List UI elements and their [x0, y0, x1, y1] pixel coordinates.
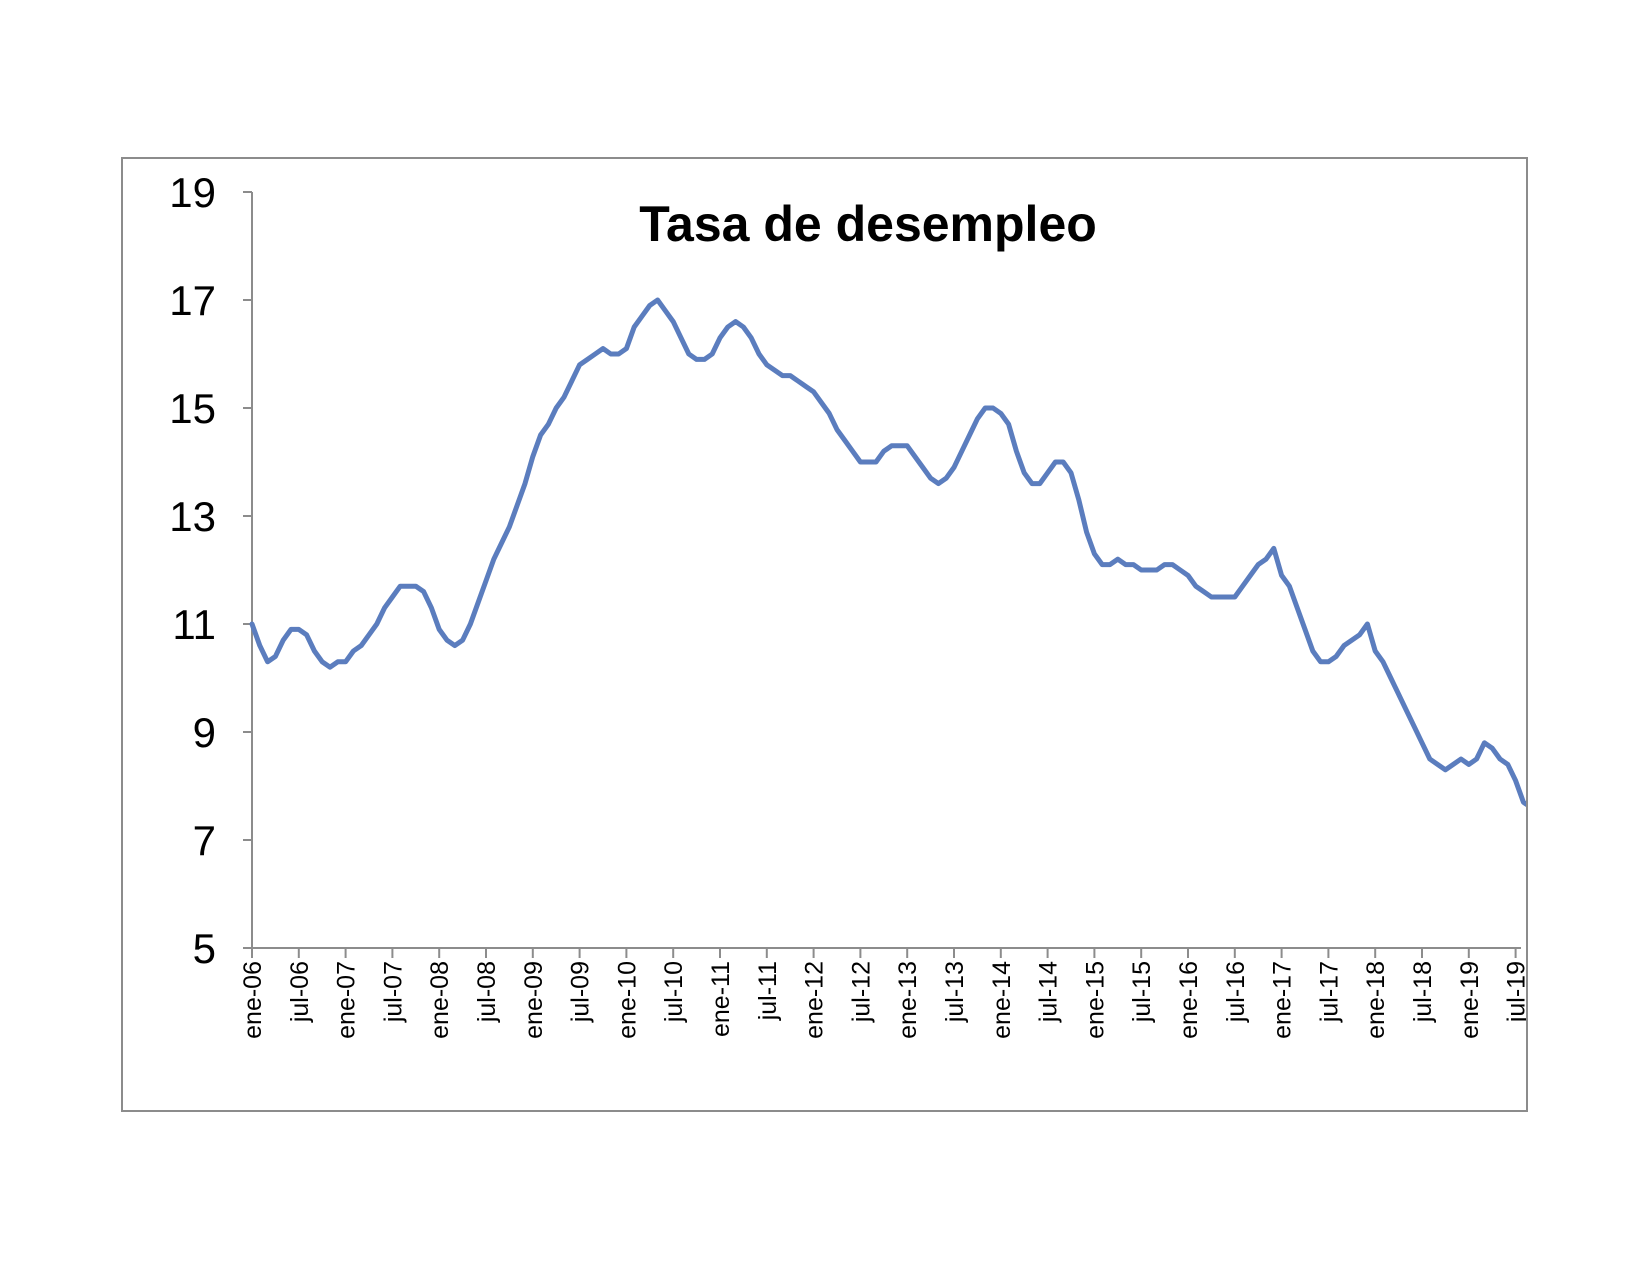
y-tick-label: 7 [193, 817, 216, 864]
y-tick-label: 19 [169, 169, 216, 216]
y-tick-label: 15 [169, 385, 216, 432]
series-line [249, 297, 1526, 808]
x-tick-label: ene-17 [1269, 961, 1297, 1039]
y-axis: 5 7 9 11 13 15 17 19 [169, 169, 253, 972]
y-tick-label: 11 [172, 601, 216, 648]
x-tick-label: ene-15 [1081, 961, 1109, 1039]
chart-frame: Tasa de desempleo 5 7 9 11 13 15 17 19 ene-06 ju… [121, 157, 1528, 1112]
x-tick-label: jul-09 [567, 961, 595, 1023]
x-tick-label: jul-12 [847, 961, 875, 1023]
x-tick-label: jul-15 [1128, 961, 1156, 1023]
y-tick-label: 9 [193, 709, 216, 756]
x-tick-label: ene-08 [426, 961, 454, 1039]
x-tick-label: ene-14 [988, 961, 1016, 1039]
x-tick-label: jul-19 [1503, 961, 1526, 1023]
x-tick-label: jul-17 [1315, 961, 1343, 1023]
chart-title: Tasa de desempleo [639, 196, 1097, 252]
x-tick-label: ene-07 [333, 961, 361, 1039]
x-tick-label: ene-06 [239, 961, 267, 1039]
x-tick-label: jul-16 [1222, 961, 1250, 1023]
line-chart: Tasa de desempleo 5 7 9 11 13 15 17 19 ene-06 ju… [169, 169, 1526, 1039]
y-tick-label: 17 [169, 277, 216, 324]
x-tick-label: ene-11 [707, 961, 735, 1037]
x-tick-label: jul-08 [473, 961, 501, 1023]
x-tick-label: jul-10 [660, 961, 688, 1023]
x-tick-label: ene-19 [1456, 961, 1484, 1039]
x-tick-label: ene-18 [1362, 961, 1390, 1039]
x-tick-label: ene-16 [1175, 961, 1203, 1039]
x-axis: ene-06 jul-06 ene-07 jul-07 ene-08 jul-08 ene-… [239, 947, 1526, 1039]
x-tick-label: jul-14 [1035, 961, 1063, 1023]
y-tick-label: 5 [193, 925, 216, 972]
x-tick-label: ene-09 [520, 961, 548, 1039]
x-tick-label: jul-11 [754, 961, 782, 1021]
x-tick-label: ene-10 [613, 961, 641, 1039]
series-group [249, 297, 1526, 808]
x-tick-label: jul-13 [941, 961, 969, 1023]
x-tick-label: jul-07 [379, 961, 407, 1023]
x-tick-label: jul-06 [286, 961, 314, 1023]
x-tick-label: jul-18 [1409, 961, 1437, 1023]
y-tick-label: 13 [169, 493, 216, 540]
x-tick-label: ene-12 [801, 961, 829, 1039]
x-tick-label: ene-13 [894, 961, 922, 1039]
